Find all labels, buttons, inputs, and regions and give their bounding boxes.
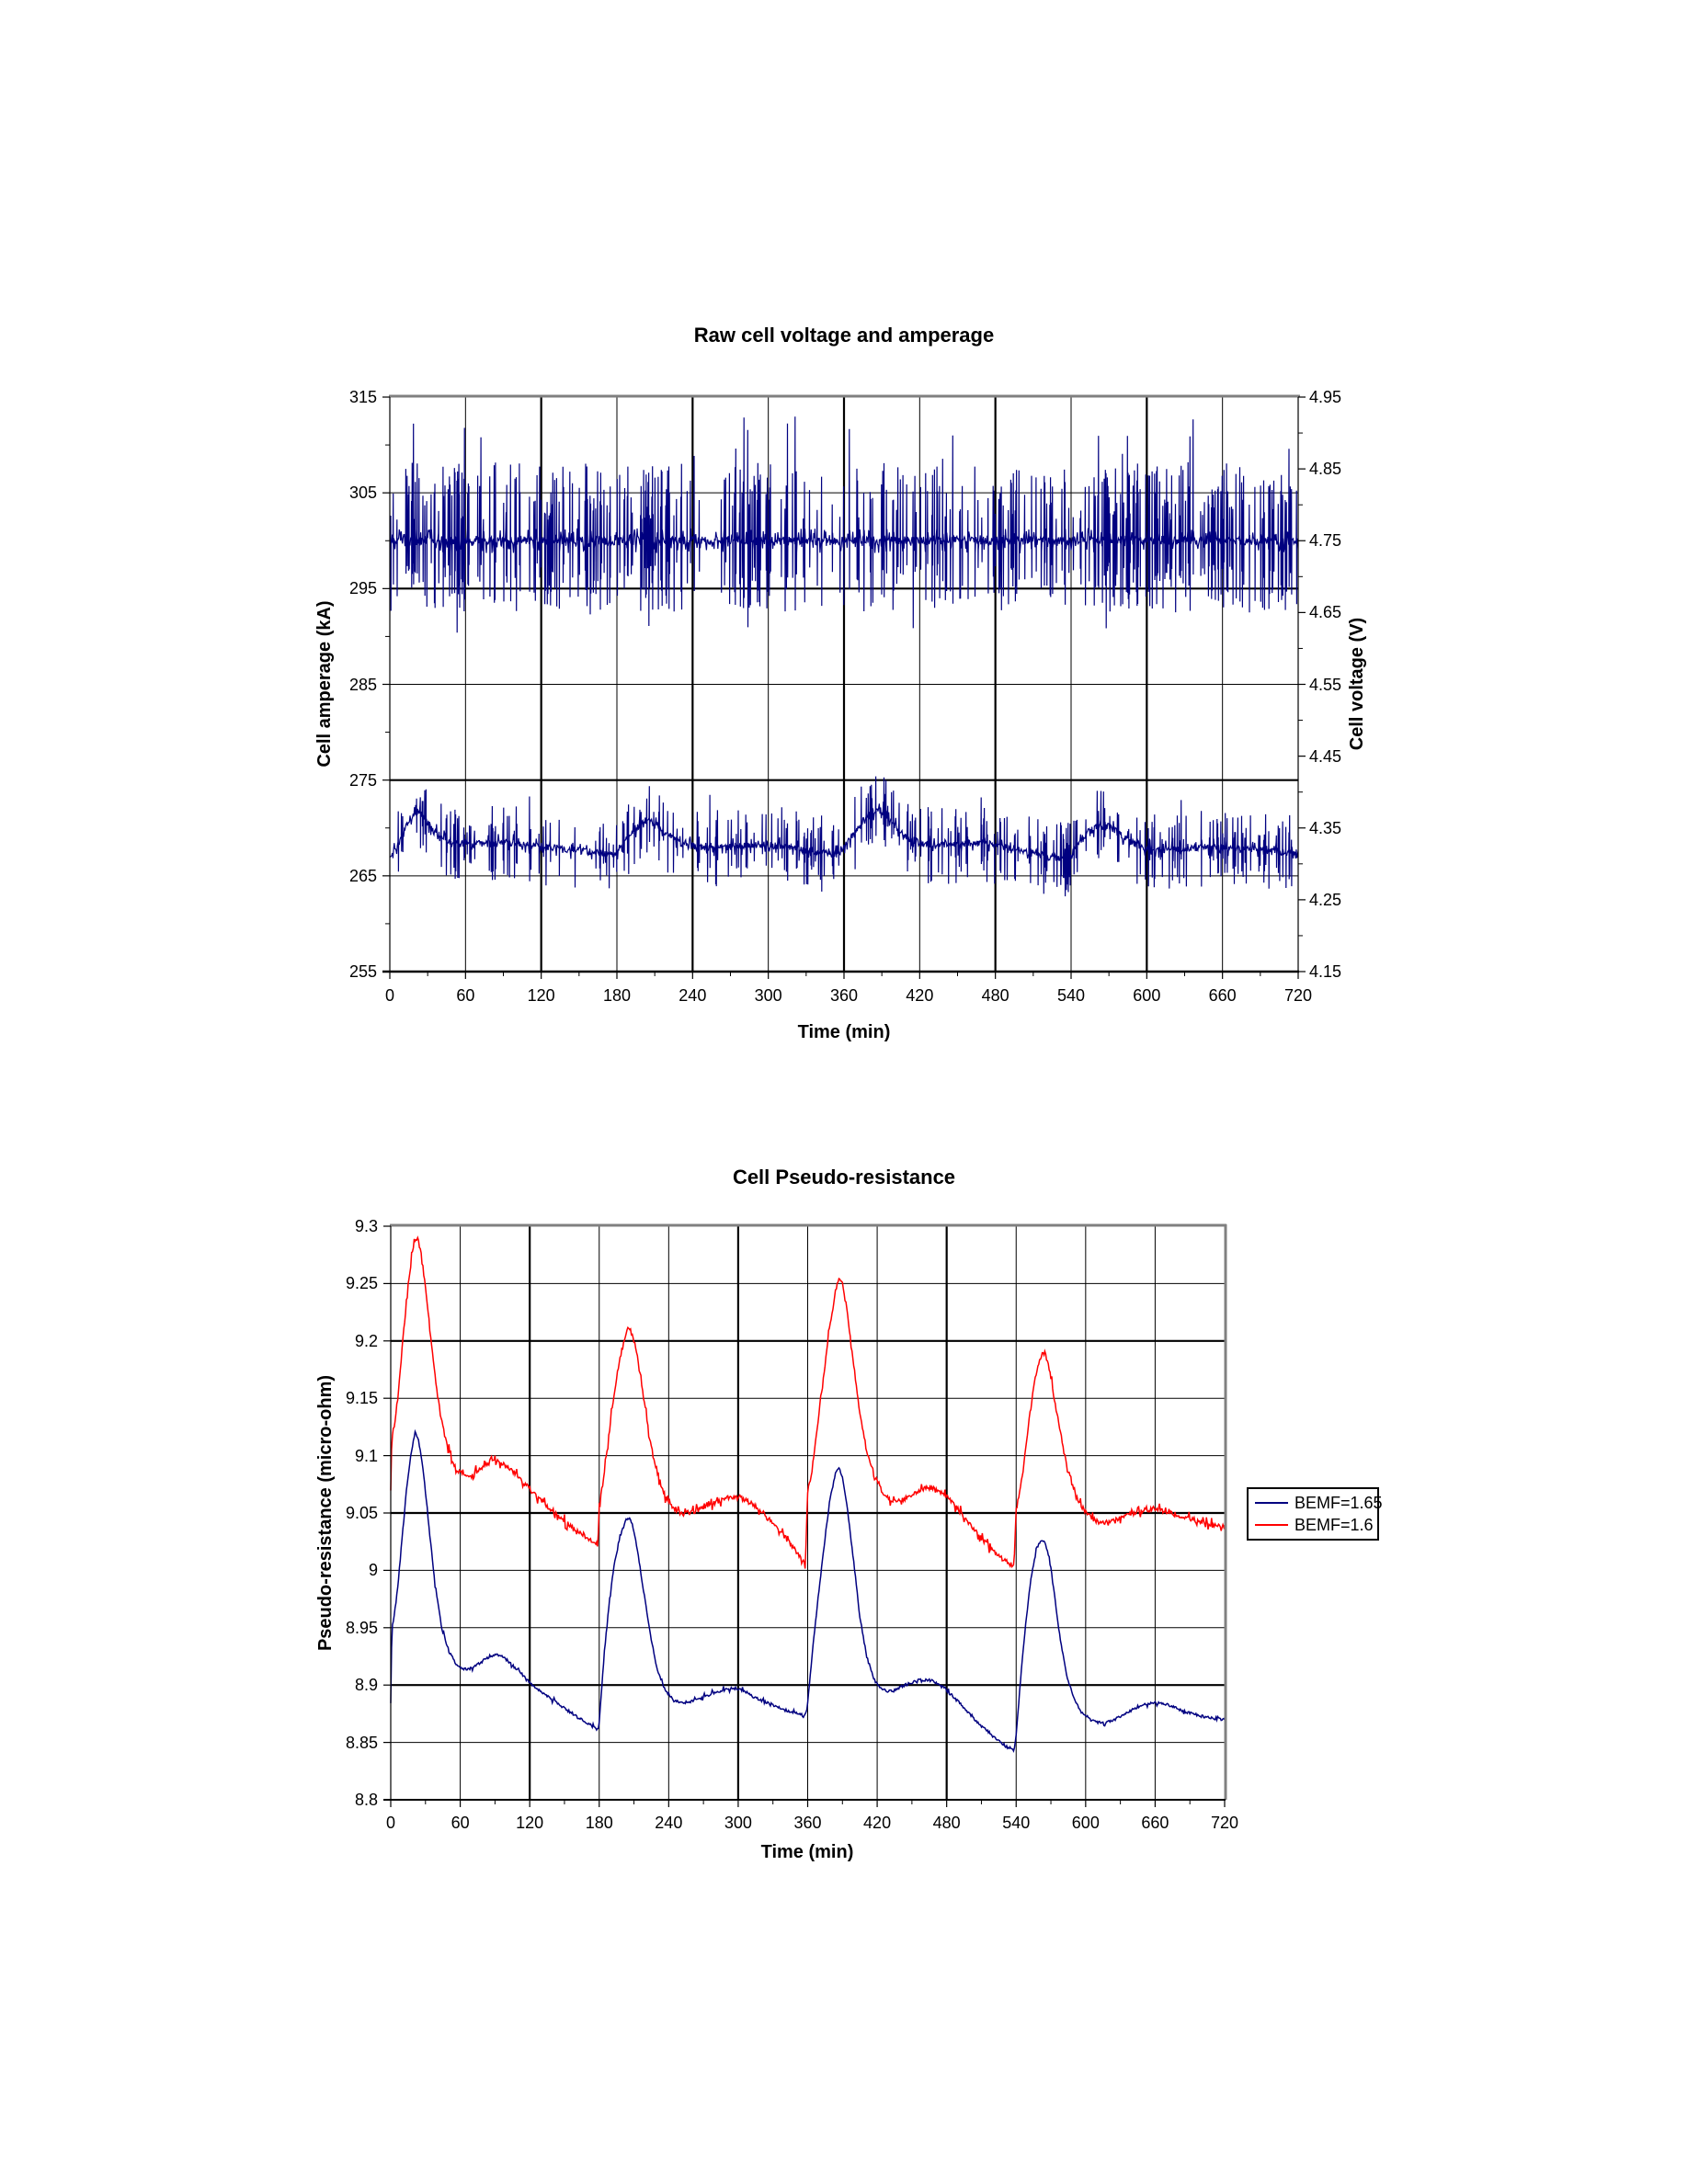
x-axis-tick-label: 600 <box>1071 1814 1100 1832</box>
y-axis-tick-label: 315 <box>348 388 377 406</box>
y-axis-tick-label: 255 <box>348 962 377 981</box>
y-axis-tick-label: 9 <box>368 1561 378 1580</box>
x-axis-tick-label: 360 <box>793 1814 822 1832</box>
y-axis-tick-label: 295 <box>348 579 377 598</box>
x-axis-tick-label: 180 <box>602 986 632 1005</box>
y-axis-tick-label: 305 <box>348 483 377 503</box>
y-axis-tick-label: 9.3 <box>354 1217 378 1235</box>
x-axis-tick-label: 60 <box>456 986 475 1005</box>
y-axis-tick-label: 4.15 <box>1309 962 1342 981</box>
x-axis-tick-label: 240 <box>679 986 707 1005</box>
x-axis-tick-label: 720 <box>1210 1814 1239 1832</box>
x-axis-tick-label: 420 <box>906 986 934 1005</box>
x-axis-tick-label: 540 <box>1056 986 1086 1005</box>
y-axis-tick-label: 9.1 <box>354 1446 378 1465</box>
x-axis-tick-label: 240 <box>655 1814 683 1832</box>
x-axis-tick-label: 300 <box>724 1814 752 1832</box>
x-axis-tick-label: 540 <box>1002 1814 1031 1832</box>
y-axis-tick-label: 8.95 <box>345 1618 378 1637</box>
y-axis-tick-label: 8.8 <box>354 1791 378 1809</box>
legend-item-bemf-1-65: BEMF=1.65 <box>1249 1494 1383 1512</box>
chart-title-raw-voltage-amperage: Raw cell voltage and amperage <box>693 324 995 347</box>
y-axis-tick-label: 4.75 <box>1309 531 1342 551</box>
y-axis-tick-label: 9.25 <box>345 1274 378 1293</box>
x-axis-tick-label: 0 <box>384 986 394 1005</box>
legend: BEMF=1.65 BEMF=1.6 <box>1247 1487 1383 1541</box>
chart-title-pseudo-resistance: Cell Pseudo-resistance <box>732 1166 956 1189</box>
x-axis-tick-label: 660 <box>1208 986 1237 1005</box>
y-axis-tick-label: 9.15 <box>345 1389 378 1408</box>
series-cell-amperage-ka-noisy-around-300-ka <box>389 416 1299 633</box>
series-cell-voltage-v-noisy-around-4.32-v-with-humps-each-180-min-cycle <box>389 776 1299 897</box>
y-axis-tick-label: 4.35 <box>1309 818 1342 837</box>
x-axis-tick-label: 420 <box>863 1814 892 1832</box>
legend-label-bemf-1-65: BEMF=1.65 <box>1295 1493 1383 1512</box>
y-axis-tick-label: 4.25 <box>1309 890 1342 909</box>
x-axis-tick-label: 600 <box>1133 986 1161 1005</box>
x-axis-title-time-top: Time (min) <box>797 1022 891 1042</box>
y-axis-tick-label: 4.95 <box>1309 388 1342 406</box>
y-axis-tick-label: 4.45 <box>1309 746 1342 766</box>
y-axis-tick-label: 285 <box>348 675 377 694</box>
x-axis-tick-label: 480 <box>981 986 1009 1005</box>
legend-item-bemf-1-6: BEMF=1.6 <box>1249 1516 1377 1534</box>
legend-line-sample-red <box>1255 1524 1288 1527</box>
x-axis-tick-label: 300 <box>754 986 782 1005</box>
x-axis-tick-label: 660 <box>1141 1814 1169 1832</box>
y-axis-tick-label: 8.85 <box>345 1733 378 1752</box>
x-axis-tick-label: 0 <box>385 1814 395 1832</box>
legend-line-sample-blue <box>1255 1501 1288 1504</box>
x-axis-tick-label: 180 <box>585 1814 613 1832</box>
x-axis-title-time-bottom: Time (min) <box>760 1842 854 1862</box>
y-axis-tick-label: 8.9 <box>354 1676 378 1695</box>
y-axis-tick-label: 9.05 <box>345 1504 378 1522</box>
legend-label-bemf-1-6: BEMF=1.6 <box>1295 1516 1374 1535</box>
series-bemf=1.65 <box>390 1428 1226 1754</box>
y-axis-tick-label: 275 <box>348 770 377 790</box>
y-axis-tick-label: 9.2 <box>354 1331 378 1350</box>
x-axis-tick-label: 120 <box>516 1814 544 1832</box>
x-axis-tick-label: 60 <box>451 1814 470 1832</box>
y-axis-tick-label: 4.85 <box>1309 460 1342 479</box>
x-axis-tick-label: 120 <box>527 986 555 1005</box>
y-axis-tick-label: 265 <box>348 866 377 885</box>
y-axis-tick-label: 4.55 <box>1309 675 1342 694</box>
x-axis-tick-label: 720 <box>1283 986 1313 1005</box>
x-axis-tick-label: 360 <box>829 986 859 1005</box>
series-bemf=1.6 <box>390 1235 1226 1569</box>
x-axis-tick-label: 480 <box>932 1814 961 1832</box>
y-axis-tick-label: 4.65 <box>1309 603 1342 622</box>
